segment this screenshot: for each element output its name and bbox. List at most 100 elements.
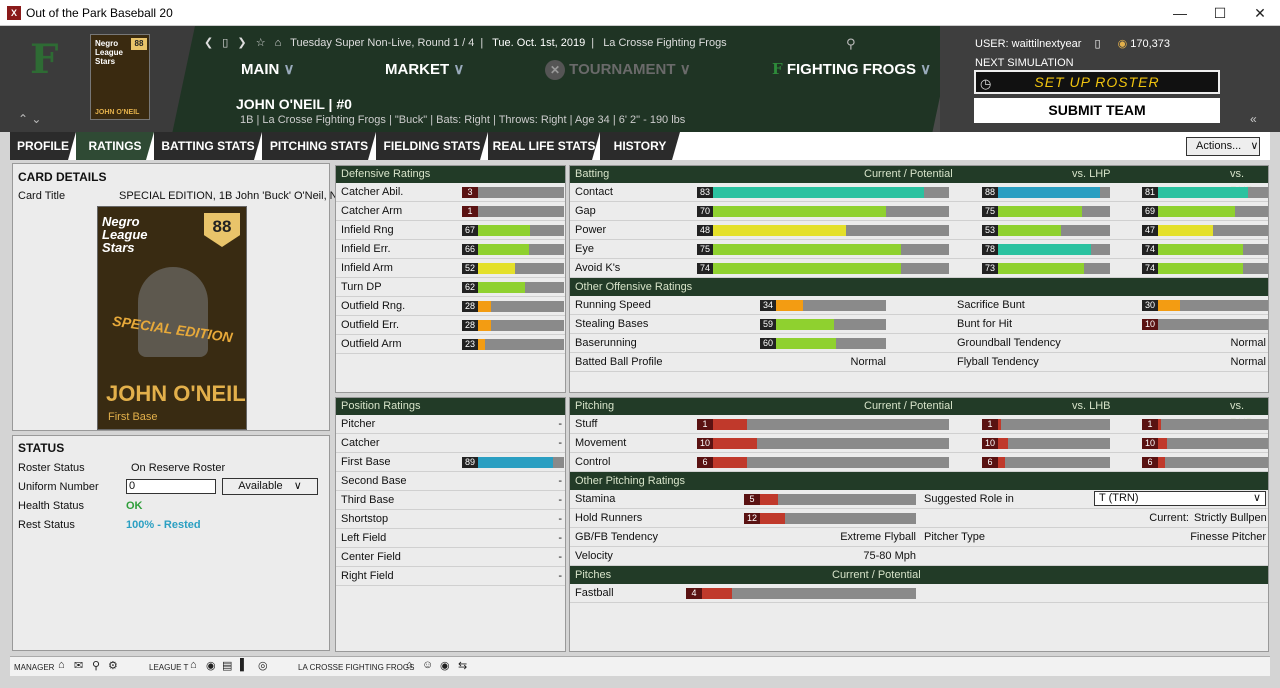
user-label: USER: waittilnextyear ▯ ◉ 170,373 [975,38,1170,50]
mail-icon[interactable]: ✉ [74,660,84,672]
vs-rhp-bar: 69 [1142,206,1268,217]
vs-lhp-bar: 78 [982,244,1110,255]
player-name: JOHN O'NEIL | #0 [236,96,352,112]
roster-status-value: On Reserve Roster [131,462,226,474]
tab-real-life-stats[interactable]: REAL LIFE STATS [488,132,600,160]
tab-pitching-stats[interactable]: PITCHING STATS [262,132,376,160]
minimize-icon[interactable]: — [1173,5,1187,21]
tab-profile[interactable]: PROFILE [10,132,76,160]
rating-value: - [558,570,562,582]
news-icon[interactable]: ▤ [222,660,233,672]
back-icon[interactable]: ❮ [204,37,214,49]
position-ratings-panel: Position Ratings Pitcher - Catcher - First B… [335,397,566,652]
current-bar: 10 [697,438,949,449]
roster-icon[interactable]: ☺ [422,659,434,671]
team-name: La Crosse Fighting Frogs [603,37,727,49]
league-info: Tuesday Super Non-Live, Round 1 / 4 [290,37,475,49]
vs-rhp-bar: 74 [1142,263,1268,274]
roster-status-label: Roster Status [18,462,85,474]
page-icon[interactable]: ▯ [222,37,229,49]
card-details-heading: CARD DETAILS [18,170,107,184]
transactions-icon[interactable]: ⇆ [458,660,468,672]
home-icon[interactable]: ⌂ [274,37,282,49]
uniform-number-input[interactable]: 0 [126,479,216,494]
search-icon[interactable]: ⚲ [846,36,856,51]
menu-main[interactable]: MAIN ∨ [241,61,295,78]
availability-select[interactable]: Available ∨ [222,478,318,495]
current-bar: 75 [697,244,949,255]
rating-value: - [558,494,562,506]
position-row: Shortstop - [336,510,565,529]
rating-bar: 28 [462,320,564,331]
card-series-text: Negro League Stars [102,214,148,255]
baseball-icon[interactable]: ◎ [258,660,268,672]
menu-tournament[interactable]: ✕ TOURNAMENT ∨ [545,60,691,80]
tab-history[interactable]: HISTORY [600,132,680,160]
vs-rhp-bar: 47 [1142,225,1268,236]
offense-row: Baserunning 60 Groundball Tendency Normal [570,334,1268,353]
search-icon[interactable]: ⚲ [92,660,101,672]
vs-lhp-bar: 53 [982,225,1110,236]
card-position-text: First Base [108,411,158,423]
close-icon[interactable]: ✕ [1254,5,1266,21]
rating-value: - [558,532,562,544]
pin-icon[interactable]: ◉ [206,660,216,672]
coin-icon: ◉ [1117,38,1128,50]
current-role-label: Current: [1149,512,1189,524]
tab-fielding-stats[interactable]: FIELDING STATS [376,132,488,160]
rating-bar: 34 [760,300,886,311]
player-photo [138,267,208,357]
clock-icon: ◷ [980,76,993,91]
current-bar: 6 [697,457,949,468]
current-bar: 48 [697,225,949,236]
offense-row: Batted Ball Profile Normal Flyball Tendenc… [570,353,1268,372]
team-home-icon[interactable]: ⌂ [406,659,413,671]
rating-bar: 1 [462,206,564,217]
rating-bar: 52 [462,263,564,274]
batting-row: Avoid K's 74 73 74 [570,259,1268,278]
actions-dropdown[interactable]: Actions... ∨ [1186,137,1260,156]
position-row: Third Base - [336,491,565,510]
menu-team[interactable]: F FIGHTING FROGS ∨ [772,60,932,78]
maximize-icon[interactable]: ☐ [1213,5,1227,21]
tab-batting-stats[interactable]: BATTING STATS [154,132,262,160]
suggested-role-select[interactable]: T (TRN) ∨ [1094,491,1266,506]
stamina-bar: 5 [744,494,916,505]
tab-ratings[interactable]: RATINGS [76,132,154,160]
league-home-icon[interactable]: ⌂ [190,659,197,671]
position-row: Center Field - [336,548,565,567]
rating-value: - [558,551,562,563]
rating-value: - [558,513,562,525]
vs-rhb-bar: 10 [1142,438,1268,449]
health-status-value: OK [126,500,143,512]
rating-bar: 60 [760,338,886,349]
star-icon[interactable]: ☆ [255,37,266,49]
position-row: First Base 89 [336,453,565,472]
rating-bar: 59 [760,319,886,330]
gear-icon[interactable]: ⚙ [108,660,118,672]
collapse-icon[interactable]: « [1250,112,1257,126]
other-offensive-heading: Other Offensive Ratings [570,278,1268,296]
league-info-bar: ❮ ▯ ❯ ☆ ⌂ Tuesday Super Non-Live, Round … [204,37,727,49]
set-up-roster-button[interactable]: ◷ SET UP ROSTER [974,70,1220,94]
velocity-row: Velocity 75-80 Mph [570,547,1268,566]
forward-icon[interactable]: ❯ [237,37,247,49]
position-row: Catcher - [336,434,565,453]
team-logo[interactable]: F [30,36,59,83]
stats-icon[interactable]: ▌ [240,659,248,671]
velocity-value: 75-80 Mph [863,550,916,562]
menu-market[interactable]: MARKET ∨ [385,61,465,78]
position-ratings-heading: Position Ratings [336,398,565,415]
pitching-row: Stuff 1 1 1 [570,415,1268,434]
window-title: Out of the Park Baseball 20 [26,6,173,20]
pitching-col-lhb: vs. LHB [1072,400,1111,412]
vs-lhp-bar: 75 [982,206,1110,217]
pitching-heading: Pitching Current / Potential vs. LHB vs.… [570,398,1268,429]
vs-rhb-bar: 1 [1142,419,1268,430]
rating-bar: 89 [462,457,564,468]
home-icon[interactable]: ⌂ [58,659,65,671]
depth-icon[interactable]: ◉ [440,660,450,672]
card-title-value: SPECIAL EDITION, 1B John 'Buck' O'Neil, … [119,190,357,202]
submit-team-button[interactable]: SUBMIT TEAM [974,98,1220,123]
collapse-arrows-icon[interactable]: ⌃ ⌄ [18,112,42,126]
